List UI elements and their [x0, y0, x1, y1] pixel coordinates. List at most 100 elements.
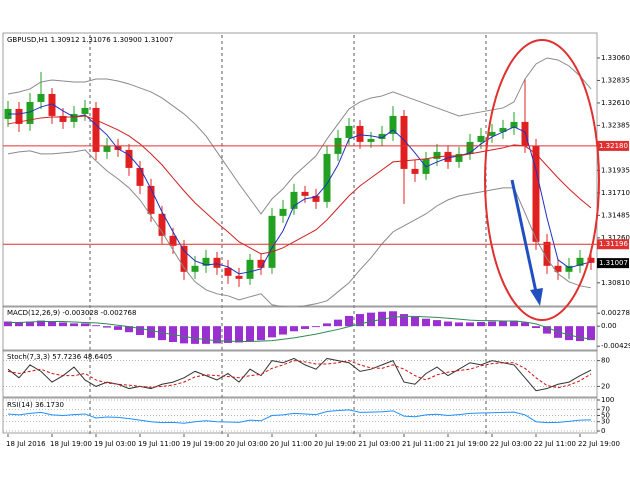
candle-body	[312, 195, 320, 202]
histogram-bar	[257, 326, 265, 341]
candle-body	[114, 145, 122, 150]
histogram-bar	[576, 326, 584, 342]
y-tick-label: 1.31935	[601, 166, 630, 174]
candle-body	[103, 145, 111, 152]
candle-body	[499, 127, 507, 132]
histogram-bar	[455, 322, 463, 327]
histogram-bar	[15, 321, 23, 327]
candle-body	[301, 191, 309, 196]
histogram-bar	[565, 326, 573, 341]
histogram-bar	[356, 314, 364, 327]
y-tick-label: 1.31710	[601, 189, 630, 197]
histogram-bar	[4, 321, 12, 327]
candle-body	[389, 115, 397, 134]
level-label-box	[597, 140, 629, 151]
histogram-bar	[290, 326, 298, 332]
x-tick-label: 20 Jul 03:00	[226, 440, 268, 448]
candle-body	[158, 213, 166, 236]
indicator-line	[7, 409, 592, 424]
candle-body	[26, 101, 34, 124]
level-label-box	[597, 239, 629, 250]
candle-body	[444, 151, 452, 162]
y-tick-label: 1.33060	[601, 54, 630, 62]
candle-body	[521, 121, 529, 146]
histogram-bar	[59, 322, 67, 327]
candle-body	[257, 259, 265, 268]
y-tick-label: 1.32610	[601, 99, 630, 107]
candle-body	[543, 241, 551, 266]
y-tick-label: -0.004295	[601, 342, 630, 350]
histogram-bar	[521, 322, 529, 327]
candle-body	[466, 141, 474, 154]
histogram-bar	[510, 320, 518, 327]
histogram-bar	[213, 326, 221, 344]
x-tick-label: 22 Jul 03:00	[490, 440, 532, 448]
candle-body	[81, 107, 89, 114]
histogram-bar	[367, 312, 375, 327]
x-tick-label: 22 Jul 11:00	[534, 440, 576, 448]
y-tick-label: 70	[601, 405, 610, 413]
y-tick-label: 30	[601, 418, 610, 426]
histogram-bar	[488, 321, 496, 327]
histogram-bar	[125, 326, 133, 333]
candle-body	[180, 245, 188, 272]
candle-body	[48, 93, 56, 116]
candle-body	[15, 108, 23, 124]
candle-body	[213, 257, 221, 268]
histogram-bar	[180, 326, 188, 344]
histogram-bar	[543, 326, 551, 334]
histogram-bar	[92, 325, 100, 327]
x-tick-label: 19 Jul 11:00	[138, 440, 180, 448]
x-tick-label: 21 Jul 03:00	[358, 440, 400, 448]
y-tick-label: 1.31260	[601, 234, 630, 242]
x-tick-label: 20 Jul 11:00	[270, 440, 312, 448]
histogram-bar	[312, 326, 320, 328]
day-separators	[89, 35, 487, 434]
histogram-bar	[114, 326, 122, 330]
y-tick-label: 20	[601, 382, 610, 390]
candle-body	[433, 151, 441, 159]
candle-body	[235, 275, 243, 279]
histogram-bar	[279, 326, 287, 335]
histogram-bar	[411, 316, 419, 327]
indicator-line	[7, 149, 592, 307]
candle-body	[565, 265, 573, 272]
candle-body	[70, 113, 78, 122]
candle-body	[136, 167, 144, 186]
plot-area	[4, 57, 595, 307]
histogram-bar	[466, 322, 474, 327]
candle-body	[202, 257, 210, 266]
candle-body	[477, 135, 485, 142]
histogram-bar	[422, 318, 430, 327]
y-tick-label: 1.32385	[601, 121, 630, 129]
x-tick-label: 19 Jul 03:00	[94, 440, 136, 448]
y-tick-label: 100	[601, 396, 614, 404]
candle-body	[367, 138, 375, 142]
histogram-bar	[147, 326, 155, 338]
candle-body	[268, 215, 276, 268]
indicator-line	[7, 360, 592, 389]
histogram-bar	[268, 326, 276, 338]
indicator-line	[7, 115, 592, 255]
histogram-bar	[433, 320, 441, 327]
trend-arrow	[510, 179, 538, 293]
histogram-bar	[70, 323, 78, 327]
x-tick-label: 20 Jul 19:00	[314, 440, 356, 448]
histogram-bar	[499, 321, 507, 327]
plot-area	[4, 311, 595, 344]
histogram-bar	[587, 326, 595, 341]
panel-title: Stoch(7,3,3) 57.7236 48.6405	[7, 353, 112, 361]
candle-body	[92, 107, 100, 152]
histogram-bar	[202, 326, 210, 344]
histogram-bar	[444, 321, 452, 327]
histogram-bar	[37, 320, 45, 327]
candle-body	[488, 131, 496, 136]
plot-area	[3, 399, 597, 432]
candle-body	[59, 115, 67, 122]
y-tick-label: 1.30810	[601, 279, 630, 287]
histogram-bar	[81, 323, 89, 327]
candle-body	[532, 145, 540, 242]
histogram-bar	[48, 321, 56, 327]
histogram-bar	[103, 326, 111, 328]
